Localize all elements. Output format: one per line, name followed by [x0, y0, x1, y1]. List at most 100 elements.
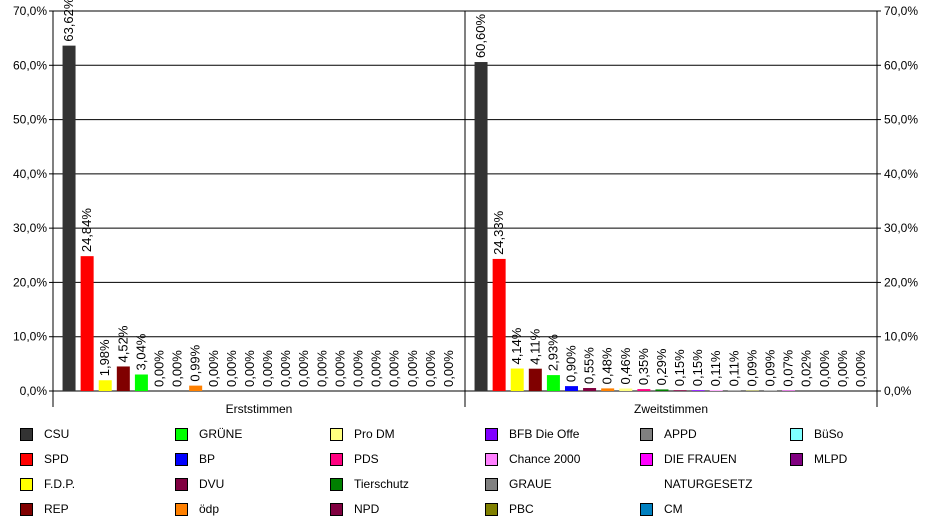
- bar: [116, 366, 130, 391]
- data-label: 0,00%: [296, 350, 311, 387]
- data-label: 0,55%: [582, 347, 597, 384]
- y-tick-label-left: 0,0%: [20, 384, 48, 398]
- y-tick-label-right: 30,0%: [884, 221, 918, 235]
- legend-label: NATURGESETZ: [664, 477, 753, 491]
- bar: [528, 368, 542, 391]
- legend-swatch: [175, 427, 188, 441]
- data-label: 0,29%: [654, 348, 669, 385]
- data-label: 2,93%: [545, 334, 560, 371]
- legend-label: GRÜNE: [199, 427, 243, 441]
- y-tick-label-right: 70,0%: [884, 4, 918, 18]
- category-label: Zweitstimmen: [634, 402, 708, 416]
- legend-label: DVU: [199, 477, 225, 491]
- legend-item: SPD: [20, 449, 69, 469]
- data-label: 0,02%: [799, 350, 814, 387]
- y-tick-label-right: 10,0%: [884, 330, 918, 344]
- legend-item: F.D.P.: [20, 474, 75, 494]
- data-label: 0,07%: [781, 349, 796, 386]
- legend-label: APPD: [664, 427, 697, 441]
- bar-chart: 0,0% 0,0% 10,0% 10,0% 20,0% 20,0% 30,0% 30,0% 40…: [13, 0, 918, 416]
- data-label: 0,48%: [600, 347, 615, 384]
- data-label: 0,11%: [708, 350, 723, 386]
- y-tick-label-left: 50,0%: [13, 113, 47, 127]
- legend-label: BüSo: [814, 427, 844, 441]
- data-label: 0,00%: [206, 350, 221, 387]
- legend-swatch: [20, 502, 33, 516]
- data-label: 0,00%: [423, 350, 438, 387]
- legend-swatch: [20, 477, 33, 491]
- legend-swatch: [330, 502, 343, 516]
- data-label: 0,00%: [405, 350, 420, 387]
- legend-item: CM: [640, 499, 683, 519]
- legend-item: DVU: [175, 474, 224, 494]
- bar: [637, 389, 651, 391]
- legend-item: MLPD: [790, 449, 847, 469]
- legend-label: BP: [199, 452, 216, 466]
- legend-swatch: [790, 452, 803, 466]
- data-label: 0,00%: [260, 350, 275, 387]
- y-tick-label-left: 60,0%: [13, 58, 47, 72]
- data-label: 0,00%: [369, 350, 384, 387]
- data-label: 24,84%: [79, 208, 94, 253]
- y-tick-label-left: 40,0%: [13, 167, 47, 181]
- legend-swatch: [175, 502, 188, 516]
- data-label: 0,00%: [314, 350, 329, 387]
- legend-swatch: [485, 452, 498, 466]
- data-label: 0,46%: [618, 347, 633, 384]
- legend-label: DIE FRAUEN: [664, 452, 737, 466]
- legend-item: Chance 2000: [485, 449, 580, 469]
- legend-item: Pro DM: [330, 424, 395, 444]
- y-tick-label-right: 50,0%: [884, 113, 918, 127]
- legend-label: Tierschutz: [354, 477, 409, 491]
- data-label: 0,00%: [332, 350, 347, 387]
- legend-swatch: [175, 477, 188, 491]
- legend-swatch: [485, 427, 498, 441]
- bar: [80, 256, 94, 391]
- bar: [709, 390, 723, 391]
- data-label: 0,15%: [690, 349, 705, 386]
- legend-swatch: [790, 427, 803, 441]
- legend-item: DIE FRAUEN: [640, 449, 737, 469]
- data-label: 0,00%: [387, 350, 402, 387]
- data-label: 0,90%: [564, 345, 579, 382]
- data-label: 0,00%: [441, 350, 456, 387]
- legend-label: F.D.P.: [44, 477, 76, 491]
- bar: [492, 258, 506, 391]
- bar: [474, 62, 488, 392]
- legend-swatch: [485, 502, 498, 516]
- bar: [62, 45, 76, 392]
- legend-item: REP: [20, 499, 69, 519]
- y-tick-label-left: 30,0%: [13, 221, 47, 235]
- y-tick-label-right: 60,0%: [884, 58, 918, 72]
- data-label: 0,99%: [188, 344, 203, 381]
- bar: [673, 390, 687, 391]
- legend-label: NPD: [354, 502, 380, 516]
- legend-item: APPD: [640, 424, 697, 444]
- bar: [583, 388, 597, 391]
- legend-swatch: [640, 502, 653, 516]
- legend-label: Pro DM: [354, 427, 395, 441]
- legend-swatch: [640, 427, 653, 441]
- legend-item: NATURGESETZ: [640, 474, 752, 494]
- y-tick-label-left: 70,0%: [13, 4, 47, 18]
- data-label: 0,00%: [152, 350, 167, 387]
- legend-label: PBC: [509, 502, 534, 516]
- data-label: 0,00%: [170, 350, 185, 387]
- bar: [189, 385, 203, 391]
- legend-item: CSU: [20, 424, 69, 444]
- data-label: 0,09%: [744, 349, 759, 386]
- legend-swatch: [330, 427, 343, 441]
- data-label: 4,11%: [527, 328, 542, 364]
- bar: [134, 374, 148, 391]
- legend-item: BüSo: [790, 424, 843, 444]
- bar: [510, 368, 524, 391]
- data-label: 0,00%: [817, 350, 832, 387]
- data-label: 0,35%: [636, 348, 651, 385]
- category-label: Erststimmen: [226, 402, 293, 416]
- y-tick-label-right: 40,0%: [884, 167, 918, 181]
- bar: [691, 390, 705, 391]
- legend-swatch: [175, 452, 188, 466]
- data-label: 0,00%: [835, 350, 850, 387]
- legend-label: CM: [664, 502, 683, 516]
- legend-label: REP: [44, 502, 69, 516]
